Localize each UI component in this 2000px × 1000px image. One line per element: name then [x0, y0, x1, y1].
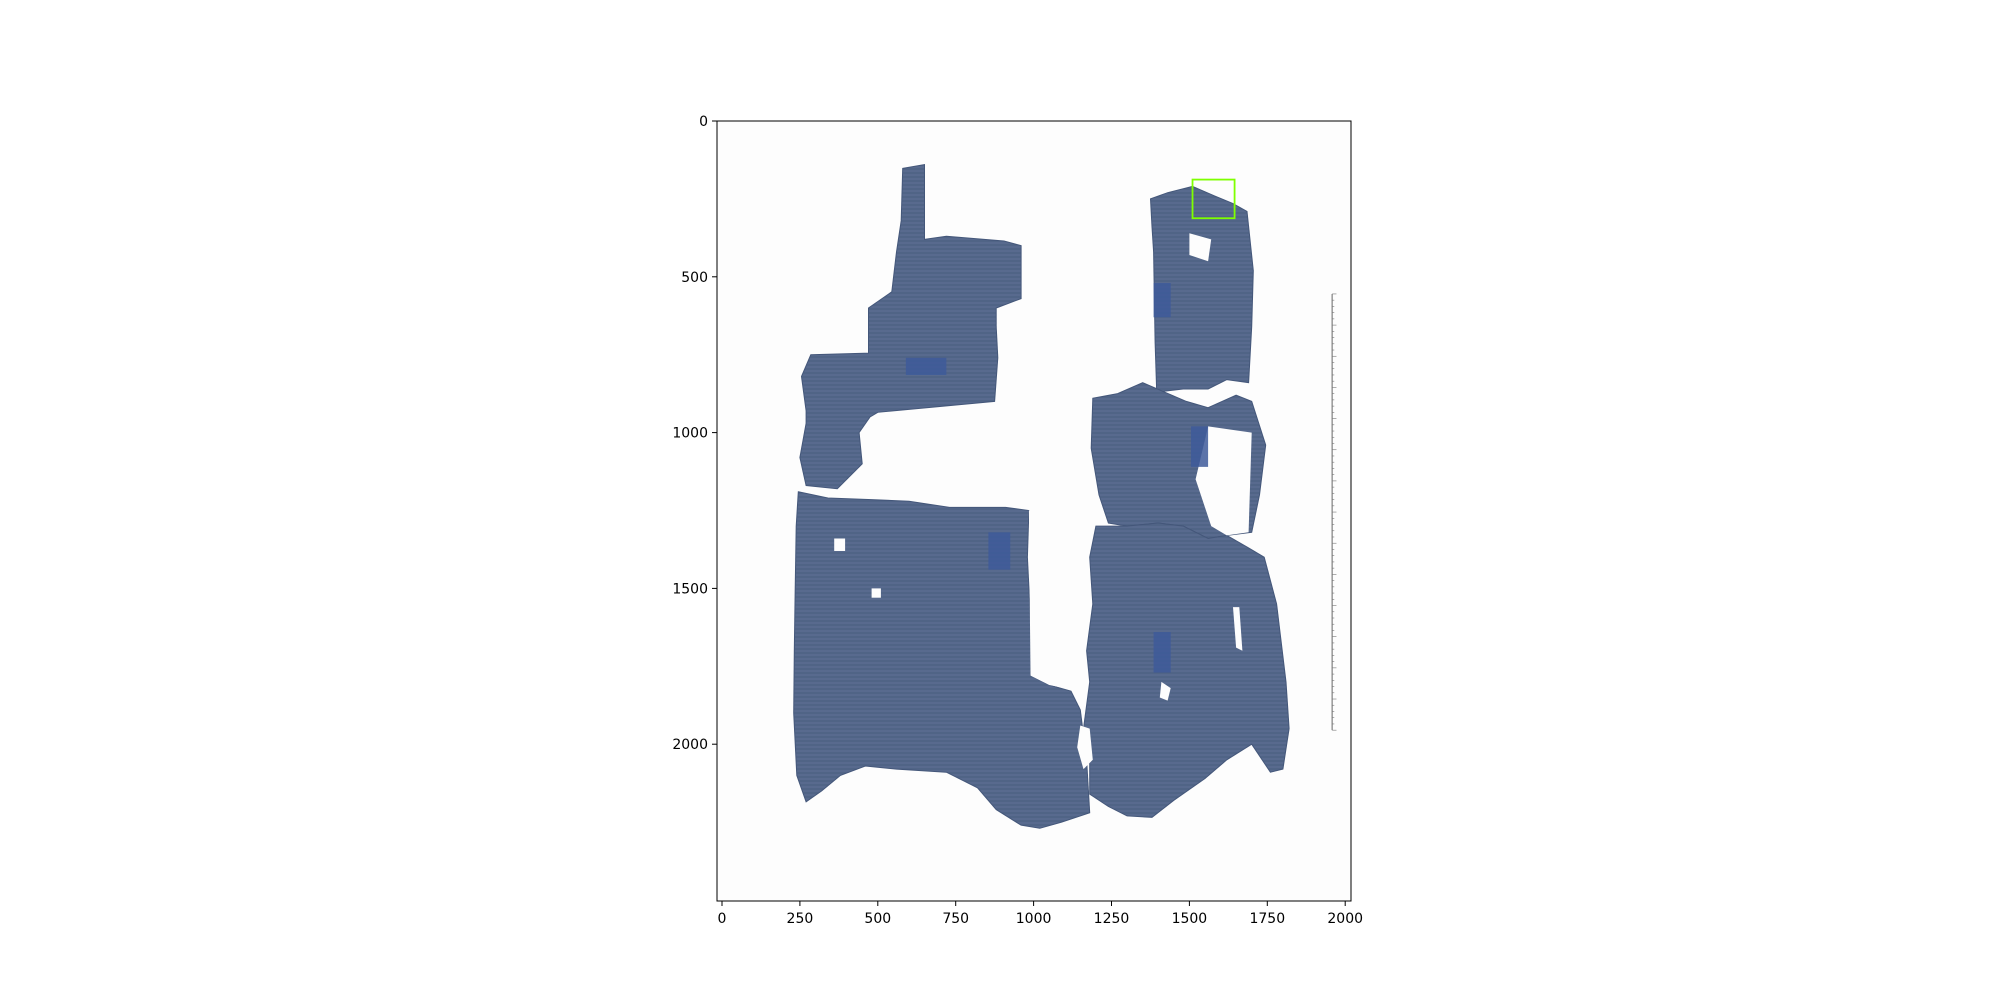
y-axis: 0 500 1000 1500 2000	[672, 114, 717, 753]
papyrus-image	[793, 164, 1337, 829]
inventory-tag-2	[1190, 426, 1209, 467]
x-tick-label: 500	[864, 911, 891, 927]
fragment-bottom-left	[793, 491, 1091, 829]
inventory-tag-1	[1153, 283, 1171, 318]
y-tick-label: 2000	[672, 737, 708, 753]
inventory-tag-4	[1153, 632, 1171, 673]
highlight-box	[1191, 178, 1236, 220]
papyrus-hole-1	[1195, 426, 1252, 536]
y-tick-label: 500	[681, 270, 708, 286]
x-tick-label: 1750	[1249, 911, 1285, 927]
papyrus-hole-3	[1077, 725, 1093, 770]
y-tick-label: 1000	[672, 426, 708, 442]
y-tick-label: 1500	[672, 581, 708, 597]
x-tick-label: 250	[787, 911, 814, 927]
x-tick-label: 0	[718, 911, 727, 927]
x-tick-label: 2000	[1327, 911, 1363, 927]
scale-ruler	[1331, 293, 1337, 731]
papyrus-hole-4	[871, 588, 881, 598]
x-tick-label: 1250	[1094, 911, 1130, 927]
fragment-bottom-right	[1082, 522, 1290, 818]
fragment-top-left	[799, 164, 1022, 490]
x-tick-label: 1500	[1172, 911, 1208, 927]
papyrus-hole-6	[1159, 681, 1171, 701]
y-tick-label: 0	[699, 114, 708, 130]
x-tick-label: 750	[942, 911, 969, 927]
papyrus-hole-2	[1189, 233, 1212, 262]
x-tick-label: 1000	[1016, 911, 1052, 927]
papyrus-hole-0	[1028, 510, 1081, 692]
x-axis: 0 250 500 750 1000 1250 1500 1750 2000	[718, 901, 1363, 927]
papyrus-hole-7	[1233, 607, 1243, 651]
inventory-tag-0	[905, 357, 947, 375]
inventory-tag-3	[988, 532, 1011, 570]
papyrus-hole-5	[834, 538, 846, 551]
